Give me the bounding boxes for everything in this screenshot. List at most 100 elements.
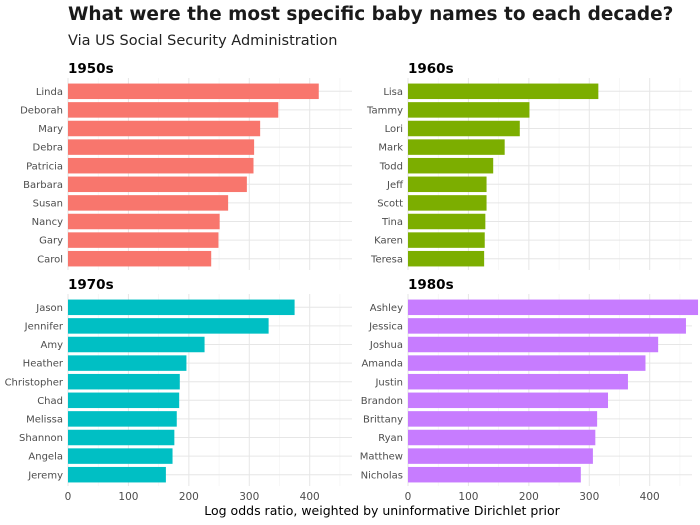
bar-1970s-jeremy: [68, 466, 166, 483]
category-label-amy: Amy: [41, 340, 64, 351]
bar-1970s-melissa: [68, 411, 177, 427]
bar-1950s-barbara: [68, 176, 247, 193]
bar-1950s-nancy: [68, 213, 220, 230]
category-label-brittany: Brittany: [363, 415, 403, 426]
bar-1960s-karen: [408, 232, 485, 248]
bar-1960s-tina: [408, 213, 486, 230]
category-label-susan: Susan: [33, 199, 63, 210]
bar-1950s-debra: [68, 139, 255, 155]
category-label-matthew: Matthew: [360, 452, 403, 463]
panel-1950s: 1950s Linda Deborah Mary Debra Patricia Barbar…: [20, 61, 352, 270]
category-label-patricia: Patricia: [26, 161, 63, 172]
bar-1980s-brandon: [408, 392, 609, 409]
bar-1960s-lori: [408, 120, 520, 137]
category-label-tina: Tina: [381, 217, 403, 228]
category-label-ryan: Ryan: [378, 433, 403, 444]
bar-1970s-jason: [68, 299, 295, 316]
panel-title-1960s: 1960s: [408, 61, 454, 77]
category-label-heather: Heather: [23, 359, 64, 370]
bar-1980s-matthew: [408, 448, 593, 464]
category-label-deborah: Deborah: [20, 106, 63, 117]
panel-title-1970s: 1970s: [68, 277, 114, 293]
x-tick-label: 300: [239, 491, 259, 503]
bar-1950s-patricia: [68, 157, 254, 174]
x-tick-label: 400: [640, 491, 660, 503]
category-label-scott: Scott: [377, 199, 403, 210]
category-label-barbara: Barbara: [23, 180, 63, 191]
bar-1950s-carol: [68, 250, 212, 267]
category-label-lori: Lori: [385, 124, 403, 135]
category-label-joshua: Joshua: [369, 340, 403, 351]
bar-1970s-amy: [68, 336, 205, 353]
bar-1960s-tammy: [408, 102, 530, 118]
bar-1980s-justin: [408, 373, 628, 390]
category-label-karen: Karen: [374, 236, 403, 247]
category-label-justin: Justin: [374, 377, 403, 388]
category-label-christopher: Christopher: [5, 377, 64, 388]
category-label-tammy: Tammy: [366, 106, 403, 117]
bar-1960s-scott: [408, 195, 487, 211]
x-tick-label: 400: [300, 491, 320, 503]
bar-1950s-gary: [68, 232, 219, 248]
bar-1950s-deborah: [68, 102, 279, 118]
category-label-linda: Linda: [36, 87, 63, 98]
category-label-angela: Angela: [28, 452, 63, 463]
category-label-jeff: Jeff: [386, 180, 404, 191]
category-label-brandon: Brandon: [361, 396, 403, 407]
panel-1980s: 1980s Ashley Jessica Joshua Amanda Justin Bran…: [360, 277, 699, 503]
bar-1970s-christopher: [68, 373, 180, 390]
category-label-jeremy: Jeremy: [27, 470, 63, 481]
panel-title-1950s: 1950s: [68, 61, 114, 77]
chart-title: What were the most specific baby names t…: [68, 4, 674, 25]
category-label-teresa: Teresa: [370, 254, 403, 265]
category-label-todd: Todd: [379, 161, 403, 172]
category-label-melissa: Melissa: [26, 415, 63, 426]
category-label-debra: Debra: [33, 143, 63, 154]
x-tick-label: 300: [579, 491, 599, 503]
panel-title-1980s: 1980s: [408, 277, 454, 293]
bar-1970s-jennifer: [68, 318, 269, 334]
category-label-gary: Gary: [39, 236, 63, 247]
bar-1980s-brittany: [408, 411, 598, 427]
x-tick-label: 200: [179, 491, 199, 503]
x-tick-label: 200: [519, 491, 539, 503]
category-label-ashley: Ashley: [370, 303, 403, 314]
bar-1950s-susan: [68, 195, 229, 211]
x-tick-label: 0: [405, 491, 412, 503]
category-label-nancy: Nancy: [32, 217, 63, 228]
x-tick-label: 0: [65, 491, 72, 503]
category-label-jason: Jason: [35, 303, 63, 314]
panel-1960s: 1960s Lisa Tammy Lori Mark Todd Jeff Scott Tina K…: [366, 61, 692, 270]
bar-1980s-ryan: [408, 429, 596, 446]
category-label-carol: Carol: [37, 254, 63, 265]
category-label-shannon: Shannon: [19, 433, 63, 444]
bar-1950s-linda: [68, 83, 319, 100]
category-label-mary: Mary: [38, 124, 63, 135]
category-label-mark: Mark: [378, 143, 403, 154]
x-tick-label: 100: [118, 491, 138, 503]
category-label-chad: Chad: [37, 396, 63, 407]
bar-1970s-heather: [68, 355, 187, 371]
category-label-jennifer: Jennifer: [24, 322, 64, 333]
bar-1980s-amanda: [408, 355, 646, 371]
bar-1970s-angela: [68, 448, 173, 464]
category-label-amanda: Amanda: [361, 359, 403, 370]
bar-1960s-jeff: [408, 176, 487, 193]
bar-1960s-mark: [408, 139, 505, 155]
bar-1960s-lisa: [408, 83, 599, 100]
category-label-jessica: Jessica: [368, 322, 403, 333]
bar-1970s-shannon: [68, 429, 175, 446]
bar-1980s-joshua: [408, 336, 659, 353]
bar-1970s-chad: [68, 392, 180, 409]
bar-1980s-jessica: [408, 318, 686, 334]
category-label-nicholas: Nicholas: [361, 470, 403, 481]
chart-subtitle: Via US Social Security Administration: [68, 33, 338, 49]
x-tick-label: 100: [458, 491, 478, 503]
bar-1960s-todd: [408, 157, 494, 174]
panel-1970s: 1970s Jason Jennifer Amy Heather Christopher C…: [5, 277, 352, 503]
bar-1980s-nicholas: [408, 466, 581, 483]
bar-1950s-mary: [68, 120, 261, 137]
bar-1980s-ashley: [408, 299, 699, 316]
category-label-lisa: Lisa: [383, 87, 403, 98]
